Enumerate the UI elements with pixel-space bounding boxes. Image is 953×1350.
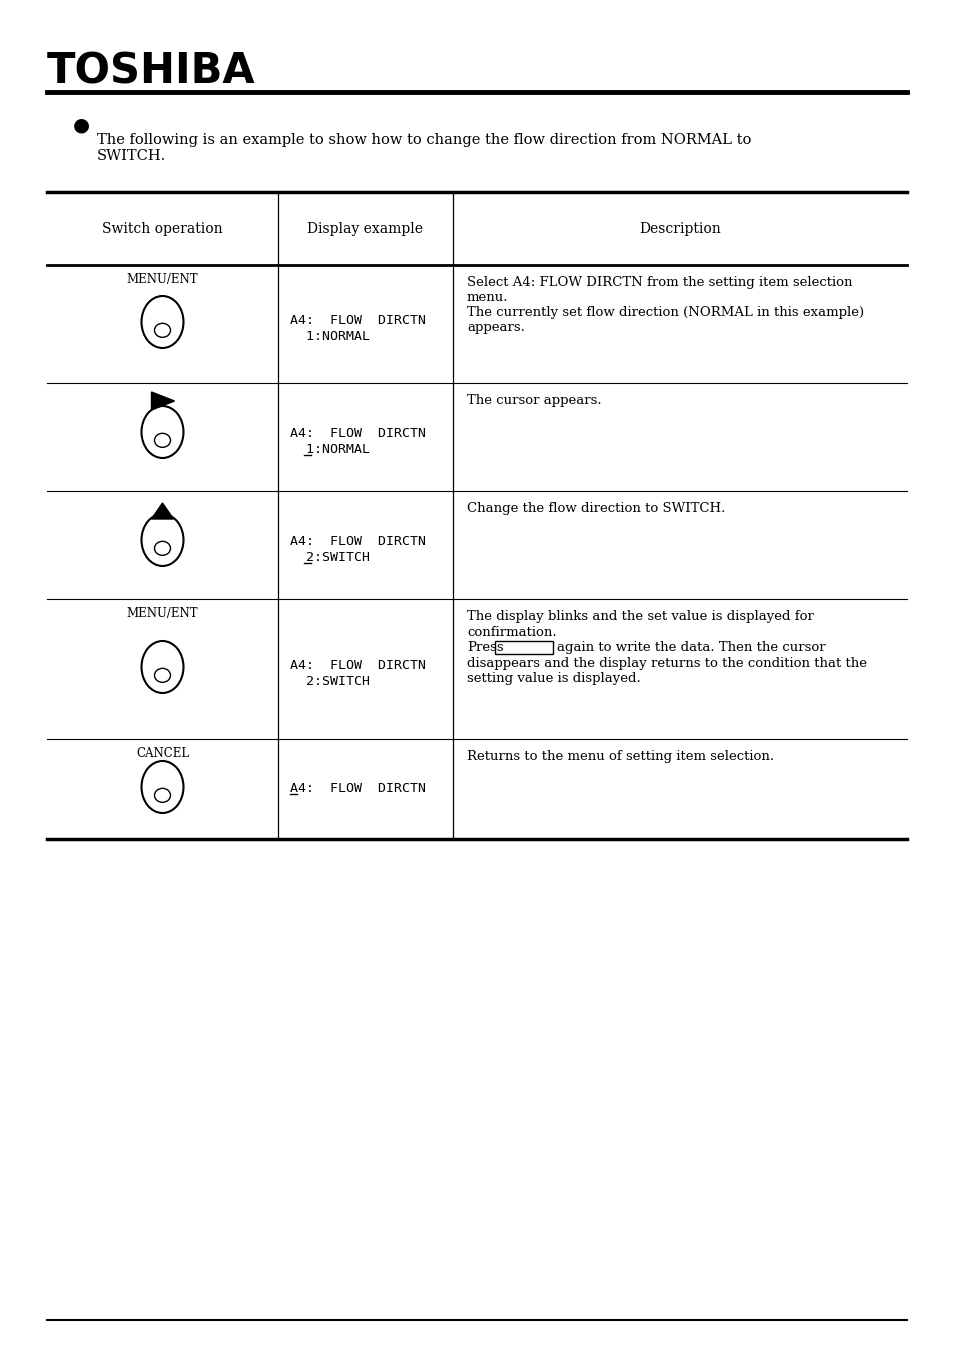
Text: The following is an example to show how to change the flow direction from NORMAL: The following is an example to show how …: [97, 134, 751, 163]
Text: setting value is displayed.: setting value is displayed.: [467, 672, 640, 684]
Text: A4:  FLOW  DIRCTN: A4: FLOW DIRCTN: [290, 535, 426, 548]
Text: ●: ●: [73, 115, 90, 134]
Text: MENU/ENT: MENU/ENT: [127, 273, 198, 286]
Text: again to write the data. Then the cursor: again to write the data. Then the cursor: [557, 641, 824, 653]
Text: Display example: Display example: [307, 221, 423, 235]
Polygon shape: [152, 392, 174, 410]
Text: 1:NORMAL: 1:NORMAL: [290, 443, 370, 456]
Text: Press: Press: [467, 641, 503, 653]
Text: Description: Description: [639, 221, 720, 235]
Text: Returns to the menu of setting item selection.: Returns to the menu of setting item sele…: [467, 751, 773, 763]
Text: 2:SWITCH: 2:SWITCH: [290, 675, 370, 688]
Text: A4:  FLOW  DIRCTN: A4: FLOW DIRCTN: [290, 659, 426, 672]
Text: CANCEL: CANCEL: [135, 747, 189, 760]
Text: The cursor appears.: The cursor appears.: [467, 394, 601, 406]
Text: Switch operation: Switch operation: [102, 221, 223, 235]
Text: The display blinks and the set value is displayed for: The display blinks and the set value is …: [467, 610, 813, 622]
Text: A4:  FLOW  DIRCTN: A4: FLOW DIRCTN: [290, 315, 426, 327]
Text: 2:SWITCH: 2:SWITCH: [290, 551, 370, 564]
Text: TOSHIBA: TOSHIBA: [47, 50, 255, 92]
Text: 1:NORMAL: 1:NORMAL: [290, 329, 370, 343]
Text: MENU/ENT: MENU/ENT: [127, 608, 198, 620]
Text: A4:  FLOW  DIRCTN: A4: FLOW DIRCTN: [290, 782, 426, 795]
Text: disappears and the display returns to the condition that the: disappears and the display returns to th…: [467, 656, 866, 670]
Polygon shape: [152, 504, 173, 518]
Text: A4:  FLOW  DIRCTN: A4: FLOW DIRCTN: [290, 427, 426, 440]
Text: confirmation.: confirmation.: [467, 625, 556, 639]
FancyBboxPatch shape: [495, 641, 553, 653]
Text: Change the flow direction to SWITCH.: Change the flow direction to SWITCH.: [467, 502, 724, 514]
Text: Select A4: FLOW DIRCTN from the setting item selection
menu.
The currently set f: Select A4: FLOW DIRCTN from the setting …: [467, 275, 863, 333]
